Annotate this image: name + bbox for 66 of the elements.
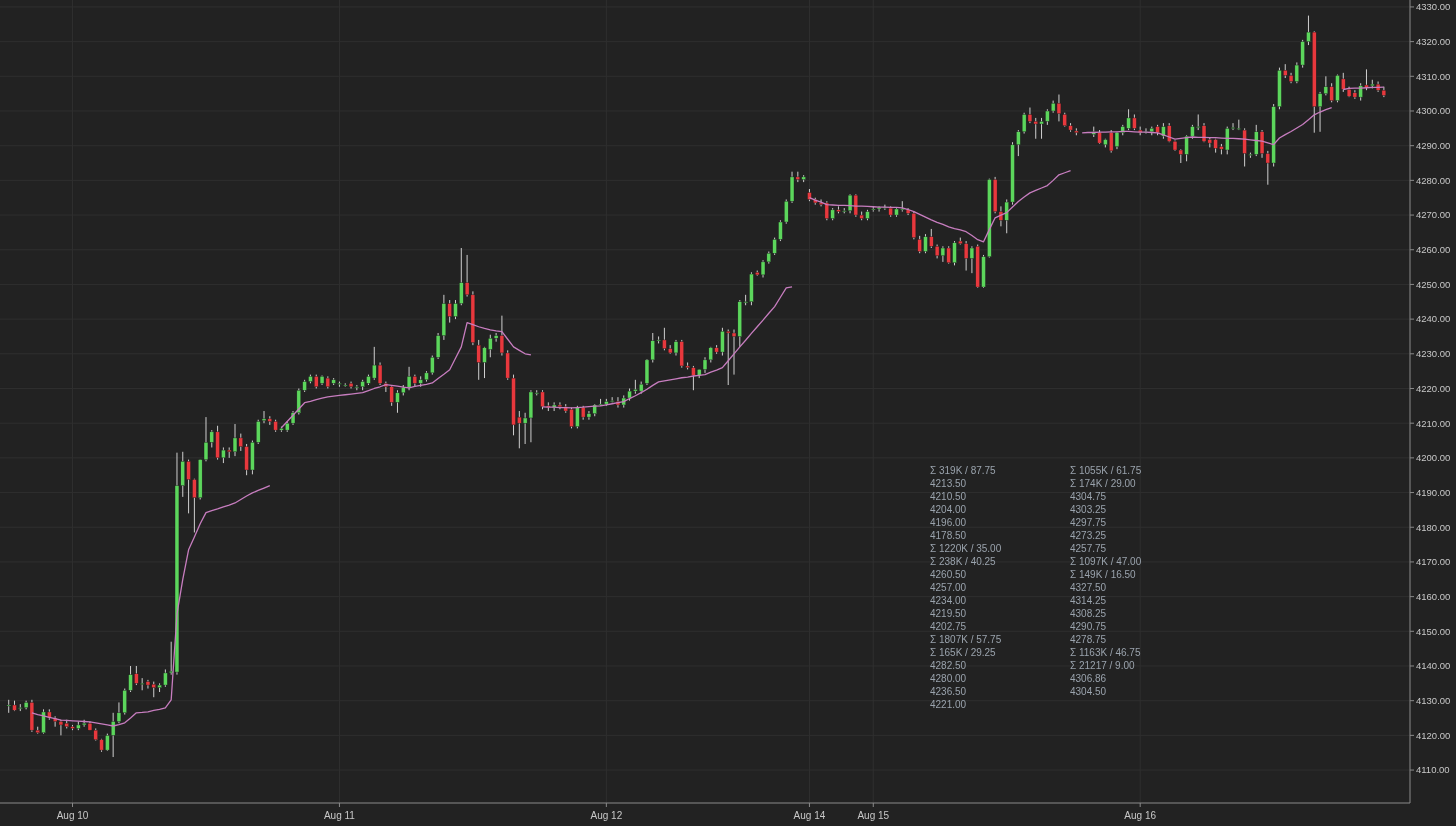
annotation: Σ 174K / 29.00 [1070, 477, 1137, 489]
annotation: 4178.50 [930, 529, 967, 541]
annotation: 4273.25 [1070, 529, 1107, 541]
annotation: 4196.00 [930, 516, 967, 528]
x-tick-label: Aug 12 [590, 810, 623, 821]
y-tick-label: 4330.00 [1416, 1, 1451, 13]
annotation: 4213.50 [930, 477, 967, 489]
annotation: Σ 1163K / 46.75 [1070, 646, 1141, 658]
annotation: 4236.50 [930, 685, 967, 697]
y-tick-label: 4140.00 [1416, 660, 1451, 672]
y-tick-label: 4240.00 [1416, 313, 1451, 325]
y-tick-label: 4290.00 [1416, 140, 1451, 152]
x-tick-label: Aug 11 [323, 810, 356, 821]
y-tick-label: 4210.00 [1416, 417, 1451, 429]
annotation: 4280.00 [930, 672, 967, 684]
y-tick-label: 4170.00 [1416, 556, 1451, 568]
annotation: 4210.50 [930, 490, 967, 502]
x-tick-label: Aug 10 [56, 810, 89, 821]
annotation: 4234.00 [930, 594, 967, 606]
annotation: 4219.50 [930, 607, 967, 619]
y-tick-label: 4150.00 [1416, 625, 1451, 637]
annotation: 4221.00 [930, 698, 967, 710]
annotation: 4202.75 [930, 620, 967, 632]
annotation: Σ 319K / 87.75 [930, 464, 997, 476]
annotation: Σ 149K / 16.50 [1070, 568, 1137, 580]
y-tick-label: 4270.00 [1416, 209, 1451, 221]
annotation: 4260.50 [930, 568, 967, 580]
annotation: Σ 165K / 29.25 [930, 646, 997, 658]
annotation: Σ 1055K / 61.75 [1070, 464, 1142, 476]
annotation: 4257.75 [1070, 542, 1107, 554]
y-tick-label: 4280.00 [1416, 174, 1451, 186]
annotation: 4282.50 [930, 659, 967, 671]
x-tick-label: Aug 15 [857, 810, 890, 821]
y-tick-label: 4320.00 [1416, 35, 1451, 47]
y-tick-label: 4260.00 [1416, 244, 1451, 256]
annotation: 4303.25 [1070, 503, 1107, 515]
x-tick-label: Aug 14 [793, 810, 826, 821]
y-tick-label: 4250.00 [1416, 278, 1451, 290]
annotation: 4308.25 [1070, 607, 1107, 619]
y-tick-label: 4180.00 [1416, 521, 1451, 533]
annotation: 4278.75 [1070, 633, 1107, 645]
y-tick-label: 4200.00 [1416, 452, 1451, 464]
annotation: Σ 1220K / 35.00 [930, 542, 1002, 554]
annotation: Σ 1097K / 47.00 [1070, 555, 1142, 567]
y-tick-label: 4220.00 [1416, 382, 1451, 394]
annotation: 4297.75 [1070, 516, 1107, 528]
annotation: 4257.00 [930, 581, 967, 593]
annotation: Σ 238K / 40.25 [930, 555, 997, 567]
annotation: 4304.50 [1070, 685, 1107, 697]
annotation: Σ 1807K / 57.75 [930, 633, 1002, 645]
annotation: 4304.75 [1070, 490, 1107, 502]
y-tick-label: 4310.00 [1416, 70, 1451, 82]
y-tick-label: 4120.00 [1416, 729, 1451, 741]
annotation: 4290.75 [1070, 620, 1107, 632]
y-tick-label: 4160.00 [1416, 590, 1451, 602]
y-tick-label: 4190.00 [1416, 486, 1451, 498]
y-tick-label: 4110.00 [1416, 764, 1450, 776]
annotation: 4314.25 [1070, 594, 1107, 606]
annotation: 4327.50 [1070, 581, 1107, 593]
y-tick-label: 4300.00 [1416, 105, 1451, 117]
x-tick-label: Aug 16 [1124, 810, 1157, 821]
y-tick-label: 4130.00 [1416, 695, 1451, 706]
annotation: Σ 21217 / 9.00 [1070, 659, 1135, 671]
annotation: 4204.00 [930, 503, 967, 515]
y-tick-label: 4230.00 [1416, 348, 1451, 360]
annotation: 4306.86 [1070, 672, 1107, 684]
